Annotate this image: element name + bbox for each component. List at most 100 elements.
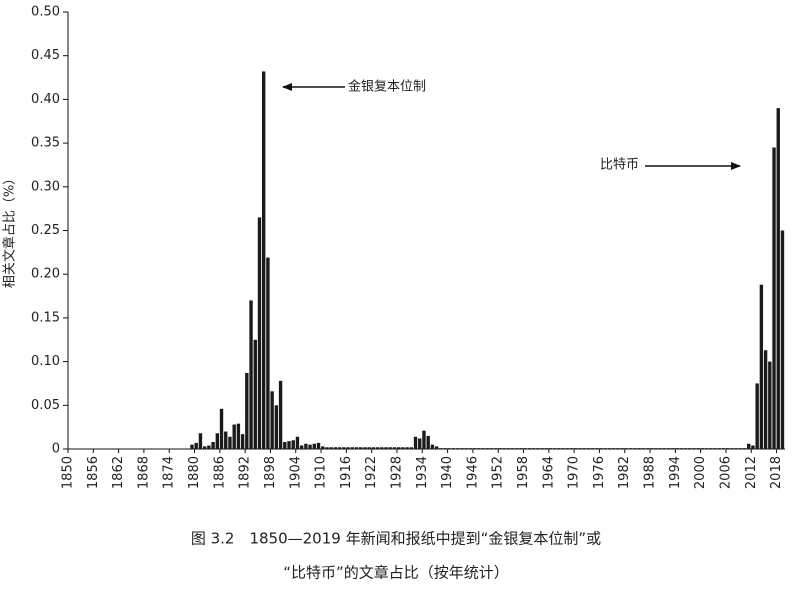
bar <box>316 442 321 449</box>
bar <box>599 448 603 449</box>
y-tick-label: 0.30 <box>31 179 60 194</box>
bar <box>612 448 616 449</box>
bar <box>456 448 460 449</box>
x-tick-label: 1928 <box>389 456 404 489</box>
bar <box>645 448 650 449</box>
bar <box>434 446 439 449</box>
bar <box>721 448 726 449</box>
bar <box>380 447 384 449</box>
bar <box>240 434 245 449</box>
bar <box>249 300 253 449</box>
bar <box>510 448 515 449</box>
bar <box>696 448 700 449</box>
bar <box>413 436 418 449</box>
bar <box>628 448 633 449</box>
bar <box>405 447 409 449</box>
caption: 图 3.2 1850—2019 年新闻和报纸中提到“金银复本位制”或 <box>191 530 601 548</box>
bar <box>198 433 203 449</box>
bar <box>607 448 612 449</box>
bar <box>194 442 198 449</box>
bar <box>278 380 283 449</box>
bar <box>561 448 565 449</box>
y-tick-label: 0.50 <box>31 5 60 20</box>
bar <box>502 448 506 449</box>
bar <box>295 436 300 449</box>
bar <box>557 448 561 449</box>
bar <box>472 448 477 449</box>
bar <box>574 448 578 449</box>
bar <box>477 448 481 449</box>
y-tick-label: 0.15 <box>31 310 60 325</box>
y-tick-label: 0.40 <box>31 92 60 107</box>
bar <box>325 447 329 449</box>
x-tick-label: 1874 <box>162 456 177 489</box>
x-tick-label: 1892 <box>238 456 253 489</box>
bar <box>666 448 671 449</box>
bar <box>245 372 249 449</box>
bar <box>396 447 401 449</box>
y-tick-label: 0.25 <box>31 223 60 238</box>
bar <box>337 447 342 449</box>
x-tick-label: 1910 <box>314 456 329 489</box>
bar <box>675 448 679 449</box>
bar <box>493 448 498 449</box>
bar <box>544 448 548 449</box>
x-tick-label: 1916 <box>339 456 354 489</box>
bar <box>371 447 376 449</box>
bar <box>658 448 662 449</box>
bar <box>654 448 658 449</box>
bar <box>202 446 207 449</box>
bar <box>291 440 295 449</box>
bar <box>730 448 734 449</box>
bar <box>354 447 359 449</box>
bar <box>759 284 764 449</box>
bar <box>650 448 654 449</box>
bar <box>704 448 709 449</box>
bar <box>257 217 262 449</box>
bar <box>506 448 511 449</box>
bar <box>527 448 532 449</box>
bar <box>603 448 608 449</box>
x-tick-label: 1988 <box>643 456 658 489</box>
bar <box>308 444 312 449</box>
x-tick-label: 1868 <box>136 456 151 489</box>
x-tick-label: 1898 <box>263 456 278 489</box>
bar <box>418 438 422 449</box>
bar <box>565 448 570 449</box>
bar <box>586 448 591 449</box>
bar <box>211 442 215 449</box>
x-tick-label: 1904 <box>288 456 303 489</box>
annotation: 比特币 <box>600 158 639 173</box>
x-tick-label: 2006 <box>718 456 733 489</box>
bar <box>540 448 544 449</box>
bar <box>641 448 645 449</box>
annotation: 金银复本位制 <box>348 79 426 95</box>
y-tick-label: 0.35 <box>31 136 60 151</box>
bar <box>498 448 502 449</box>
bar <box>346 447 350 449</box>
bar <box>717 448 721 449</box>
bar <box>439 448 443 449</box>
x-tick-label: 1856 <box>86 456 101 489</box>
y-tick-label: 0.05 <box>31 398 60 413</box>
bar <box>709 448 713 449</box>
bar <box>489 448 494 449</box>
y-axis-label: 相关文章占比（%） <box>2 172 18 288</box>
bar <box>776 108 780 449</box>
bar <box>451 448 456 449</box>
bar <box>662 448 667 449</box>
x-tick-label: 1946 <box>465 456 480 489</box>
bar <box>388 447 392 449</box>
x-tick-label: 2012 <box>744 456 759 489</box>
y-tick-label: 0.10 <box>31 354 60 369</box>
bar <box>375 447 380 449</box>
bar <box>236 423 241 449</box>
x-tick-label: 1934 <box>415 456 430 489</box>
bar <box>485 448 489 449</box>
caption: “比特币”的文章占比（按年统计） <box>283 564 509 582</box>
bar <box>751 445 755 449</box>
x-tick-label: 1886 <box>212 456 227 489</box>
bar <box>190 444 194 449</box>
bar <box>392 447 397 449</box>
